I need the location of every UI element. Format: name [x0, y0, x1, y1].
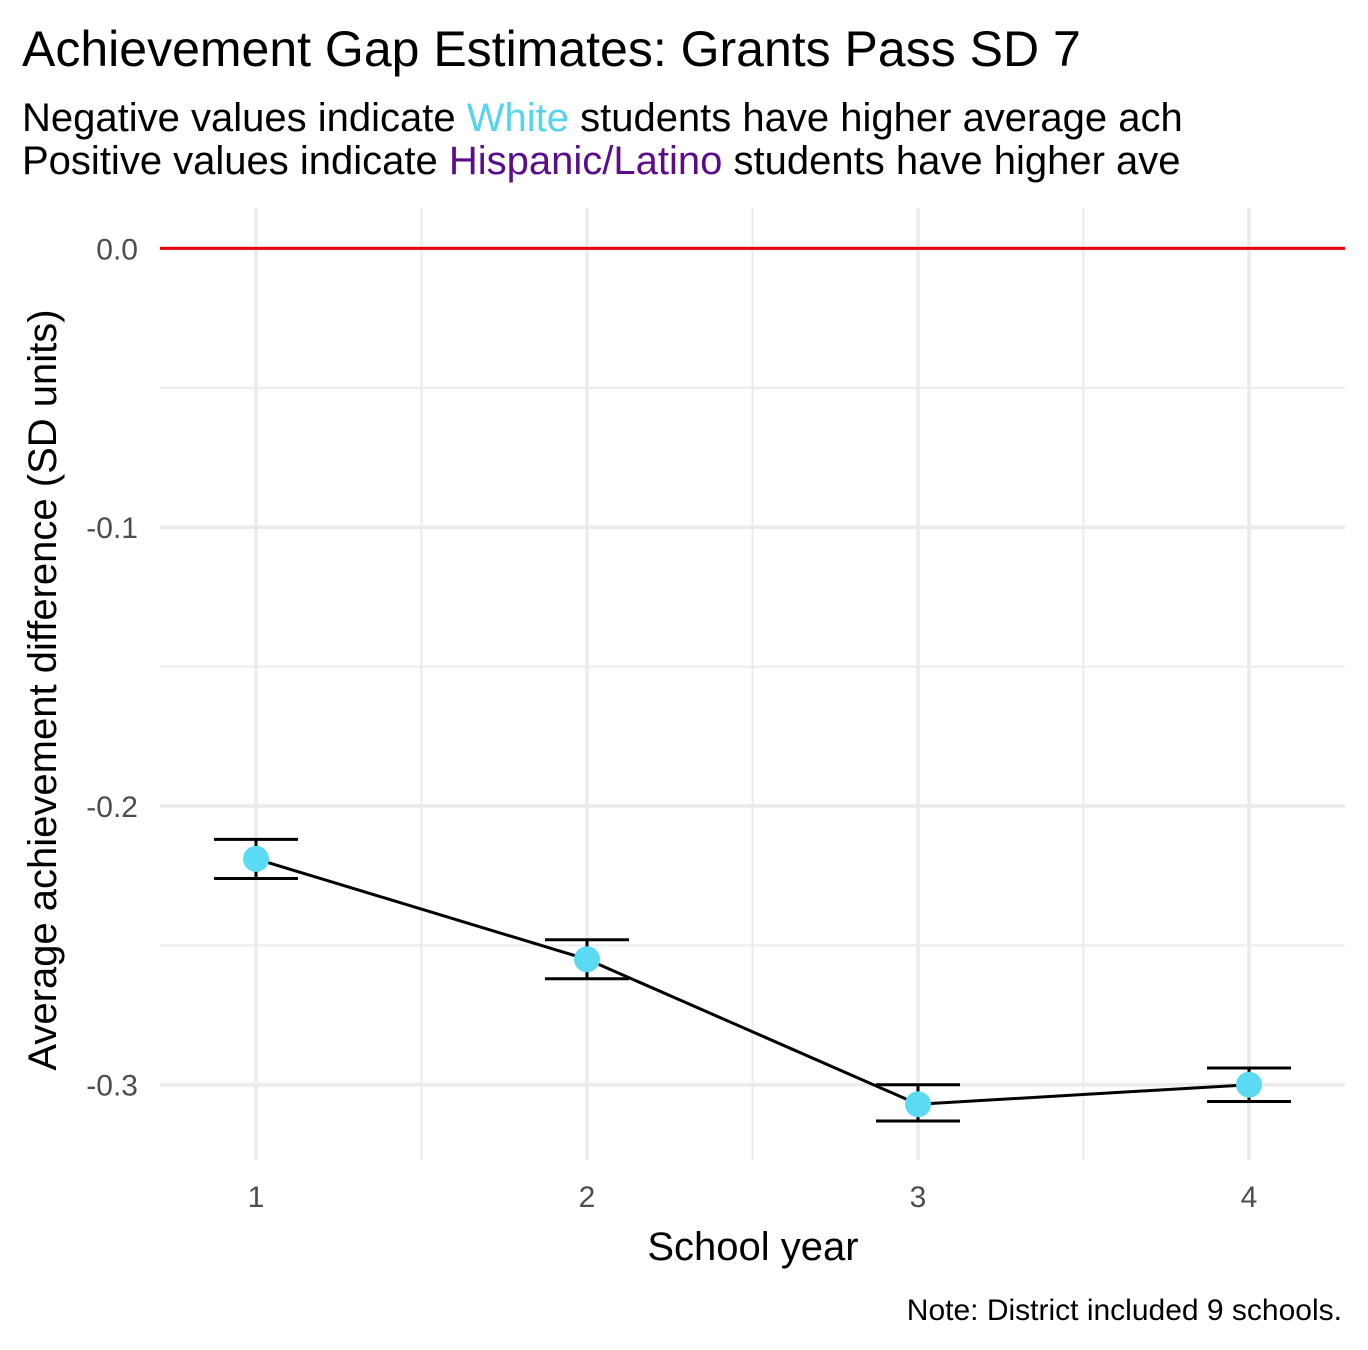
subtitle-2-before: Positive values indicate: [22, 139, 449, 183]
x-tick-label: 3: [910, 1181, 927, 1214]
data-point: [905, 1091, 932, 1118]
data-point: [1236, 1071, 1263, 1098]
subtitle-line-2: Positive values indicate Hispanic/Latino…: [22, 141, 1181, 181]
series-layer: [213, 837, 1292, 1123]
y-tick-label: -0.2: [86, 791, 138, 824]
caption-note: Note: District included 9 schools.: [907, 1294, 1342, 1327]
x-tick-label: 2: [579, 1181, 596, 1214]
subtitle-2-after: students have higher ave: [722, 139, 1181, 183]
grid-minor: [160, 208, 1345, 1160]
x-axis-ticks: 1 2 3 4: [248, 1181, 1258, 1214]
y-tick-label: -0.3: [86, 1070, 138, 1103]
data-point: [242, 845, 269, 872]
y-tick-label: 0.0: [96, 233, 138, 266]
series-line: [255, 857, 1250, 1106]
data-point: [573, 946, 600, 973]
x-axis-title: School year: [647, 1225, 858, 1269]
chart-title: Achievement Gap Estimates: Grants Pass S…: [22, 21, 1081, 77]
x-tick-label: 4: [1241, 1181, 1258, 1214]
x-tick-label: 1: [248, 1181, 265, 1214]
subtitle-white-group: White: [466, 96, 569, 140]
subtitle-1-after: students have higher average ach: [568, 96, 1183, 140]
y-axis-title: Average achievement difference (SD units…: [21, 309, 65, 1070]
subtitle-hispanic-group: Hispanic/Latino: [448, 139, 723, 183]
y-axis-ticks: 0.0 -0.1 -0.2 -0.3: [86, 233, 138, 1102]
y-tick-label: -0.1: [86, 512, 138, 545]
subtitle-1-before: Negative values indicate: [22, 96, 467, 140]
subtitle-line-1: Negative values indicate White students …: [22, 98, 1183, 138]
